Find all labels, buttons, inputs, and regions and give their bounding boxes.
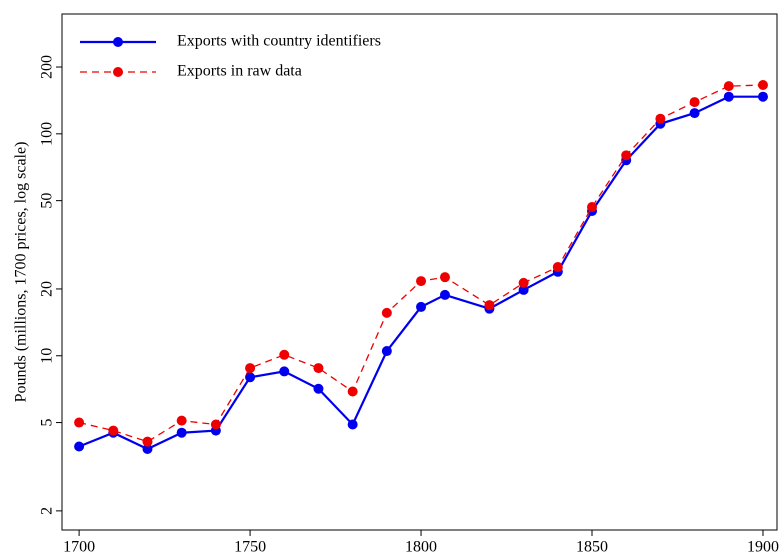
y-tick-label: 20 [39, 281, 56, 297]
data-point [245, 363, 256, 374]
data-point [313, 383, 324, 394]
legend-marker [113, 67, 123, 77]
data-point [439, 272, 450, 283]
data-point [245, 372, 256, 383]
data-point [142, 444, 153, 455]
data-point [757, 91, 768, 102]
series-line [78, 84, 764, 443]
data-point [279, 349, 290, 360]
y-tick-label: 50 [39, 193, 56, 209]
data-point [621, 150, 632, 161]
y-tick-label: 100 [39, 122, 56, 146]
x-tick-label: 1850 [576, 539, 608, 555]
data-point [723, 91, 734, 102]
data-point [108, 425, 119, 436]
data-point [142, 436, 153, 447]
y-tick-label: 200 [39, 55, 56, 79]
data-point [689, 108, 700, 119]
y-tick-label: 2 [39, 507, 56, 515]
legend-label: Exports in raw data [177, 63, 302, 80]
data-point [518, 277, 529, 288]
legend-marker [113, 37, 123, 47]
x-tick-label: 1750 [234, 539, 266, 555]
data-point [723, 81, 734, 92]
data-point [381, 307, 392, 318]
data-point [176, 427, 187, 438]
y-tick-label: 5 [39, 419, 56, 427]
data-point [518, 284, 529, 295]
data-point [74, 417, 85, 428]
data-point [757, 79, 768, 90]
data-point [416, 276, 427, 287]
data-point [347, 419, 358, 430]
y-tick-label: 10 [39, 348, 56, 364]
data-point [74, 441, 85, 452]
data-point [381, 346, 392, 357]
data-point [587, 202, 598, 213]
data-point [439, 289, 450, 300]
legend-label: Exports with country identifiers [177, 33, 381, 50]
data-point [210, 419, 221, 430]
x-tick-label: 1700 [63, 539, 95, 555]
y-axis-label: Pounds (millions, 1700 prices, log scale… [13, 142, 30, 403]
data-point [416, 301, 427, 312]
data-point [176, 415, 187, 426]
x-tick-label: 1900 [747, 539, 779, 555]
data-point [313, 363, 324, 374]
data-point [347, 386, 358, 397]
data-point [552, 262, 563, 273]
series-line [78, 95, 763, 451]
data-point [655, 113, 666, 124]
data-point [279, 366, 290, 377]
data-point [689, 97, 700, 108]
plot-frame [61, 13, 778, 531]
data-point [484, 300, 495, 311]
x-tick-label: 1800 [405, 539, 437, 555]
